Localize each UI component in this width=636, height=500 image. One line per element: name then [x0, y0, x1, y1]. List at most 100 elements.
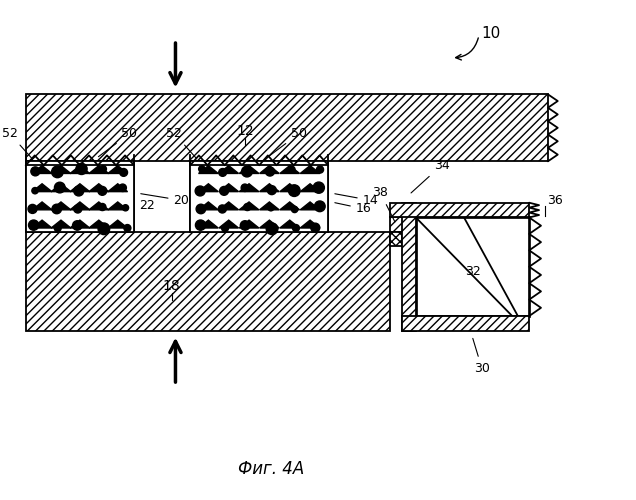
Bar — [25, 232, 391, 331]
Polygon shape — [51, 202, 71, 210]
Text: Фиг. 4А: Фиг. 4А — [238, 460, 304, 477]
Polygon shape — [239, 184, 259, 192]
Circle shape — [293, 224, 300, 232]
Polygon shape — [280, 220, 300, 228]
Bar — [25, 166, 134, 232]
Circle shape — [313, 182, 324, 194]
Bar — [402, 316, 529, 331]
Text: 12: 12 — [236, 124, 254, 138]
Circle shape — [119, 184, 127, 192]
Circle shape — [52, 204, 62, 214]
Polygon shape — [300, 184, 320, 192]
Circle shape — [240, 220, 250, 230]
Circle shape — [195, 220, 205, 230]
Circle shape — [52, 166, 63, 177]
Circle shape — [195, 186, 205, 196]
Bar — [402, 202, 416, 331]
Circle shape — [219, 186, 228, 196]
Polygon shape — [108, 184, 128, 192]
Polygon shape — [280, 202, 300, 210]
Polygon shape — [219, 220, 238, 228]
Text: 22: 22 — [139, 199, 155, 212]
Text: 10: 10 — [481, 26, 501, 40]
Circle shape — [31, 167, 40, 176]
Polygon shape — [32, 202, 52, 210]
Circle shape — [55, 182, 65, 193]
Text: 18: 18 — [163, 280, 181, 293]
Bar — [416, 218, 529, 316]
Polygon shape — [198, 220, 218, 228]
Text: 30: 30 — [473, 338, 490, 374]
Polygon shape — [219, 202, 238, 210]
Polygon shape — [108, 202, 128, 210]
Polygon shape — [280, 166, 300, 173]
Polygon shape — [89, 166, 109, 173]
Circle shape — [98, 186, 107, 196]
Circle shape — [314, 201, 325, 211]
Polygon shape — [239, 202, 259, 210]
Polygon shape — [198, 166, 218, 173]
Polygon shape — [108, 220, 128, 228]
Text: 34: 34 — [411, 159, 450, 193]
Circle shape — [122, 204, 128, 211]
Bar — [28, 96, 546, 160]
Text: 36: 36 — [547, 194, 563, 206]
Circle shape — [124, 224, 131, 232]
Bar — [190, 166, 328, 232]
Text: 52: 52 — [167, 127, 197, 158]
Polygon shape — [259, 184, 279, 192]
Bar — [391, 232, 402, 246]
Text: 16: 16 — [335, 202, 371, 215]
Circle shape — [267, 186, 276, 194]
Bar — [25, 162, 134, 232]
Circle shape — [266, 223, 278, 234]
Text: 20: 20 — [141, 194, 190, 207]
Circle shape — [29, 220, 39, 230]
Circle shape — [221, 225, 228, 232]
Bar — [25, 94, 548, 162]
Text: 50: 50 — [99, 127, 137, 156]
Circle shape — [219, 168, 226, 176]
Circle shape — [99, 204, 106, 210]
Text: 52: 52 — [2, 127, 32, 158]
Circle shape — [241, 184, 249, 192]
Circle shape — [265, 167, 275, 176]
Polygon shape — [108, 166, 128, 173]
Circle shape — [218, 205, 226, 213]
Circle shape — [268, 204, 274, 211]
Circle shape — [244, 204, 251, 210]
Polygon shape — [89, 184, 109, 192]
Polygon shape — [300, 220, 320, 228]
Circle shape — [54, 225, 61, 232]
Text: 38: 38 — [373, 186, 395, 222]
Polygon shape — [70, 184, 90, 192]
Circle shape — [28, 204, 37, 214]
Polygon shape — [70, 166, 90, 173]
Polygon shape — [32, 184, 52, 192]
Circle shape — [311, 223, 320, 232]
Polygon shape — [32, 166, 52, 173]
Circle shape — [98, 223, 110, 234]
Circle shape — [242, 166, 252, 177]
Polygon shape — [51, 184, 71, 192]
Polygon shape — [300, 166, 320, 173]
Polygon shape — [51, 166, 71, 173]
Polygon shape — [32, 220, 52, 228]
Circle shape — [289, 166, 295, 172]
Polygon shape — [89, 202, 109, 210]
Polygon shape — [51, 220, 71, 228]
Polygon shape — [280, 184, 300, 192]
Circle shape — [74, 205, 82, 213]
Polygon shape — [198, 184, 218, 192]
Polygon shape — [239, 220, 259, 228]
Circle shape — [291, 206, 298, 212]
Text: 50: 50 — [268, 127, 307, 156]
Polygon shape — [219, 166, 238, 173]
Polygon shape — [259, 202, 279, 210]
Polygon shape — [259, 220, 279, 228]
Text: 32: 32 — [465, 265, 480, 278]
Polygon shape — [259, 166, 279, 173]
Polygon shape — [300, 202, 320, 210]
Polygon shape — [70, 220, 90, 228]
Circle shape — [100, 166, 106, 172]
